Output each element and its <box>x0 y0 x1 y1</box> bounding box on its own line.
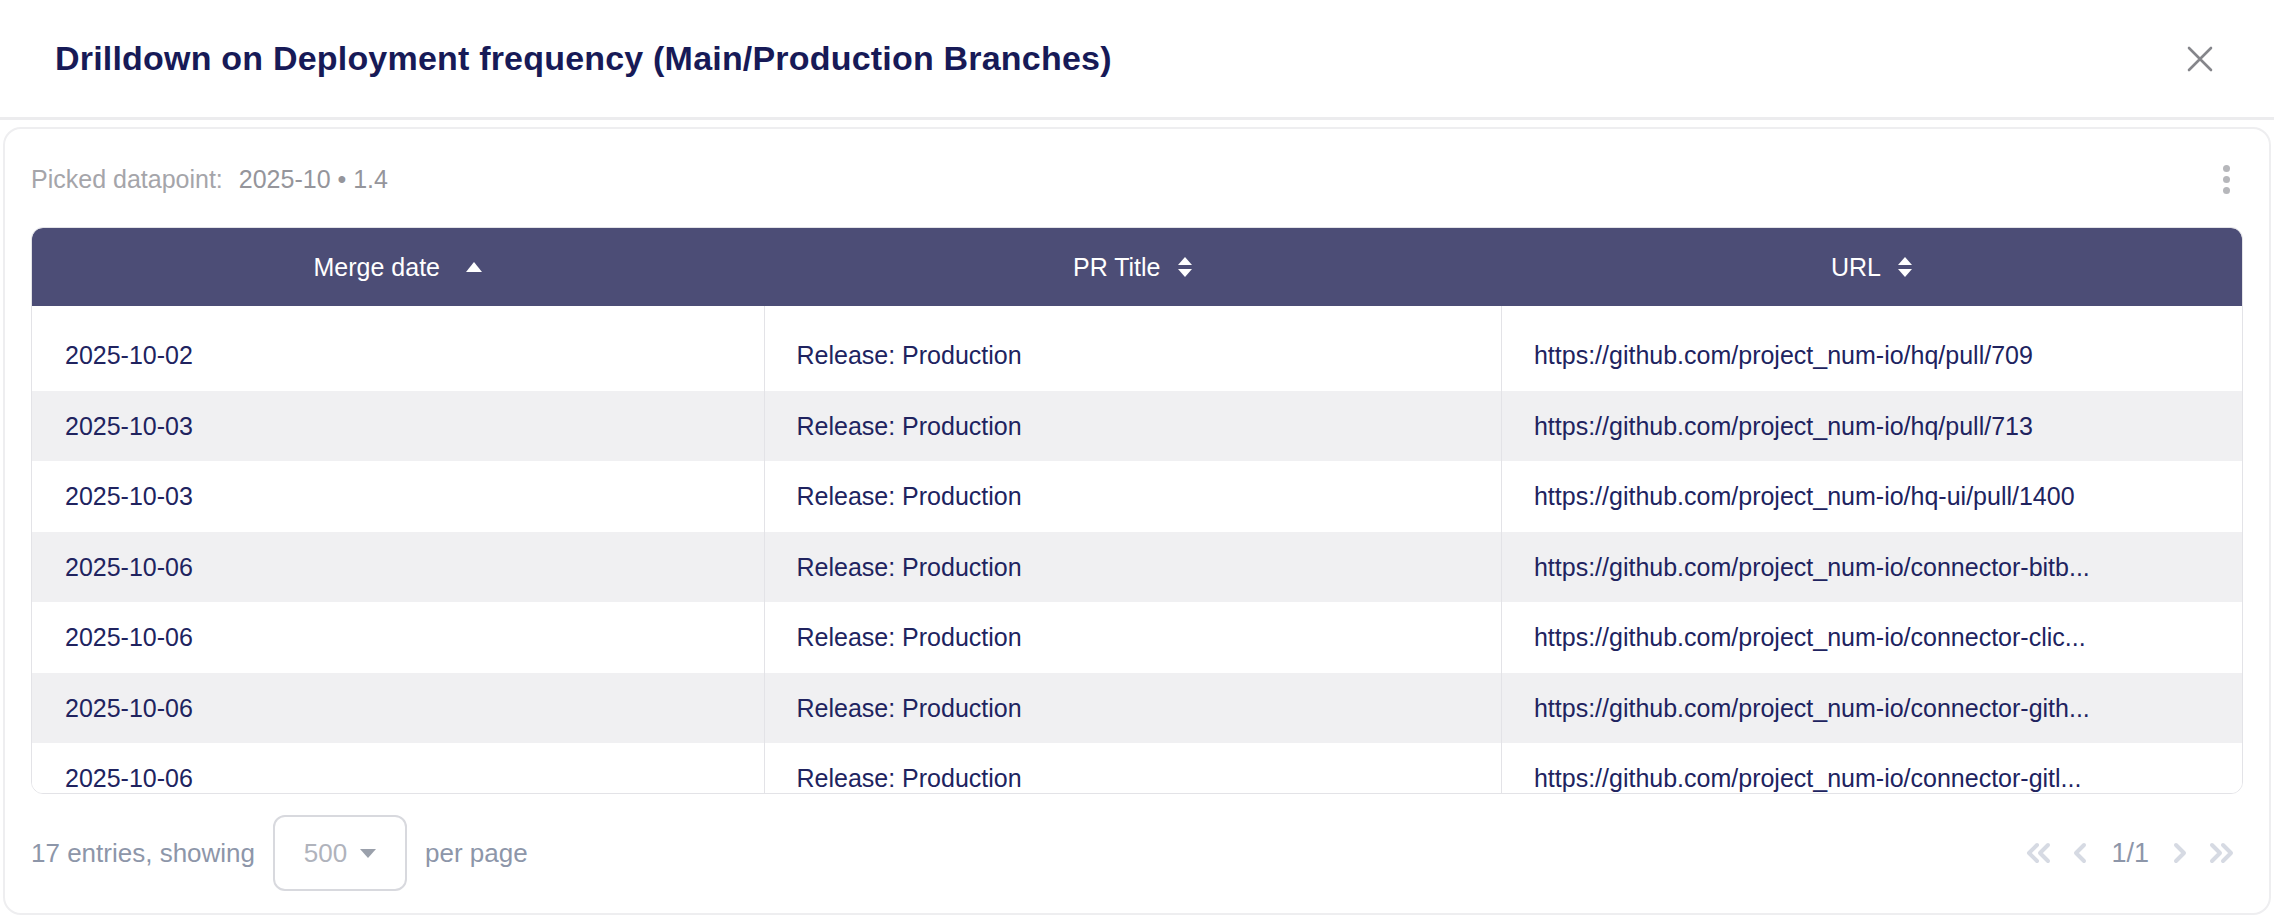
column-divider <box>764 306 765 794</box>
column-header-pr-title[interactable]: PR Title <box>764 228 1501 306</box>
merge-date-cell: 2025-10-06 <box>32 532 764 603</box>
merge-date-cell: 2025-10-06 <box>32 743 764 794</box>
table-row: 2025-10-06Release: Productionhttps://git… <box>32 673 2242 744</box>
merge-date-cell: 2025-10-03 <box>32 461 764 532</box>
table-header: Merge date PR Title URL <box>32 228 2242 306</box>
drilldown-table: Merge date PR Title URL 2025-10-02 <box>31 227 2243 794</box>
table-row: 2025-10-06Release: Productionhttps://git… <box>32 743 2242 794</box>
url-cell[interactable]: https://github.com/project_num-io/connec… <box>1501 673 2242 744</box>
column-header-url[interactable]: URL <box>1501 228 2242 306</box>
pagination: 1/1 <box>2017 838 2243 869</box>
sort-icon <box>1898 257 1912 277</box>
next-page-button[interactable] <box>2165 838 2195 868</box>
pr-title-cell: Release: Production <box>764 461 1501 532</box>
page-size-dropdown[interactable]: 500 <box>273 815 407 891</box>
table-body: 2025-10-02Release: Productionhttps://git… <box>32 306 2242 794</box>
close-button[interactable] <box>2178 37 2222 81</box>
chevron-right-icon <box>2169 838 2191 868</box>
pr-title-cell: Release: Production <box>764 602 1501 673</box>
double-chevron-left-icon <box>2021 838 2055 868</box>
pr-title-cell: Release: Production <box>764 391 1501 462</box>
column-label: URL <box>1831 253 1881 282</box>
picked-datapoint-label: Picked datapoint: <box>31 165 223 194</box>
chevron-down-icon <box>360 849 376 858</box>
column-label: Merge date <box>314 253 440 282</box>
previous-page-button[interactable] <box>2065 838 2095 868</box>
double-chevron-right-icon <box>2205 838 2239 868</box>
pr-title-cell: Release: Production <box>764 673 1501 744</box>
url-cell[interactable]: https://github.com/project_num-io/hq-ui/… <box>1501 461 2242 532</box>
url-cell[interactable]: https://github.com/project_num-io/hq/pul… <box>1501 391 2242 462</box>
last-page-button[interactable] <box>2201 838 2243 868</box>
page-size-value: 500 <box>304 838 347 869</box>
drilldown-card: Picked datapoint: 2025-10 • 1.4 Merge da… <box>3 127 2271 915</box>
entries-count-text: 17 entries, showing <box>31 838 255 869</box>
page-indicator: 1/1 <box>2111 838 2149 869</box>
column-divider <box>1501 306 1502 794</box>
table-row: 2025-10-06Release: Productionhttps://git… <box>32 532 2242 603</box>
table-footer: 17 entries, showing 500 per page <box>31 815 2243 891</box>
kebab-menu-button[interactable] <box>2211 157 2241 201</box>
chevron-left-icon <box>2069 838 2091 868</box>
table-row: 2025-10-02Release: Productionhttps://git… <box>32 320 2242 391</box>
merge-date-cell: 2025-10-06 <box>32 602 764 673</box>
table-row: 2025-10-03Release: Productionhttps://git… <box>32 391 2242 462</box>
url-cell[interactable]: https://github.com/project_num-io/connec… <box>1501 532 2242 603</box>
pr-title-cell: Release: Production <box>764 532 1501 603</box>
column-header-merge-date[interactable]: Merge date <box>32 228 764 306</box>
pr-title-cell: Release: Production <box>764 320 1501 391</box>
url-cell[interactable]: https://github.com/project_num-io/connec… <box>1501 602 2242 673</box>
picked-datapoint-row: Picked datapoint: 2025-10 • 1.4 <box>31 157 2243 201</box>
sort-ascending-icon <box>466 262 482 272</box>
page-size-controls: 17 entries, showing 500 per page <box>31 815 528 891</box>
picked-datapoint-value: 2025-10 • 1.4 <box>239 165 388 194</box>
close-icon <box>2184 43 2216 75</box>
merge-date-cell: 2025-10-06 <box>32 673 764 744</box>
first-page-button[interactable] <box>2017 838 2059 868</box>
pr-title-cell: Release: Production <box>764 743 1501 794</box>
sort-icon <box>1178 257 1192 277</box>
url-cell[interactable]: https://github.com/project_num-io/connec… <box>1501 743 2242 794</box>
column-label: PR Title <box>1073 253 1161 282</box>
table-row: 2025-10-03Release: Productionhttps://git… <box>32 461 2242 532</box>
modal-header: Drilldown on Deployment frequency (Main/… <box>0 0 2274 120</box>
url-cell[interactable]: https://github.com/project_num-io/hq/pul… <box>1501 320 2242 391</box>
per-page-text: per page <box>425 838 528 869</box>
merge-date-cell: 2025-10-03 <box>32 391 764 462</box>
table-row: 2025-10-06Release: Productionhttps://git… <box>32 602 2242 673</box>
modal-title: Drilldown on Deployment frequency (Main/… <box>55 39 1112 78</box>
merge-date-cell: 2025-10-02 <box>32 320 764 391</box>
